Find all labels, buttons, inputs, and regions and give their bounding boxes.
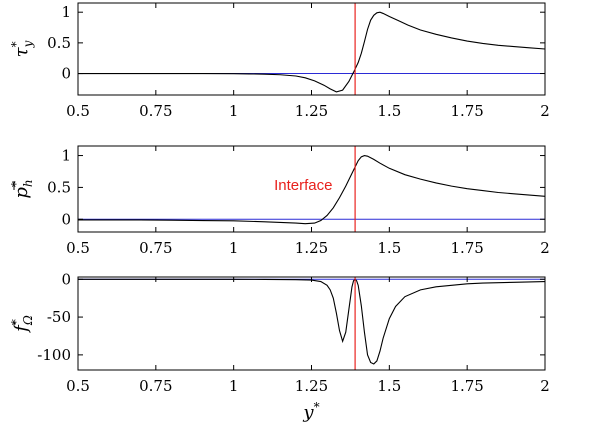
y-tick-label: -100 [37, 346, 71, 364]
interface-annotation: Interface [274, 177, 332, 194]
x-tick-label: 1.25 [295, 102, 328, 120]
y-tick-label: 0 [61, 210, 71, 228]
y-tick-label: 1 [61, 147, 71, 165]
y-tick-label: 0.5 [47, 34, 71, 52]
x-tick-label: 1.75 [450, 239, 483, 257]
x-tick-label: 1 [229, 102, 239, 120]
x-tick-label: 0.75 [139, 377, 172, 395]
panel-2: 0.5 0.75 1 1.25 1.5 1.75 2 0 0.5 1 p*h Interface [9, 145, 550, 257]
x-tick-label: 1.75 [450, 102, 483, 120]
x-tick-label: 0.75 [139, 239, 172, 257]
x-tick-label: 1.5 [377, 377, 401, 395]
axes-box [77, 2, 546, 96]
x-tick-label: 0.75 [139, 102, 172, 120]
x-tick-label: 2 [540, 377, 550, 395]
x-tick-label: 1.25 [295, 377, 328, 395]
y-tick-label: 0 [61, 270, 71, 288]
axes-box [77, 276, 546, 371]
series-line [78, 11, 546, 93]
y-tick-label: 0 [61, 65, 71, 83]
x-tick-label: 2 [540, 239, 550, 257]
y-axis-label: p*h [9, 179, 35, 198]
panel-1: 0.5 0.75 1 1.25 1.5 1.75 2 0 0.5 1 τ*y [9, 2, 550, 120]
x-tick-label: 1 [229, 377, 239, 395]
y-axis-label: f*Ω [9, 315, 35, 334]
x-tick-label: 2 [540, 102, 550, 120]
y-tick-label: 0.5 [47, 178, 71, 196]
y-axis-label: τ*y [9, 40, 35, 57]
x-tick-label: 0.5 [66, 377, 90, 395]
series-line [78, 278, 546, 365]
y-tick-label: 1 [61, 3, 71, 21]
x-tick-label: 0.5 [66, 239, 90, 257]
x-tick-label: 1.75 [450, 377, 483, 395]
x-tick-label: 1.25 [295, 239, 328, 257]
x-axis-label: y* [302, 400, 319, 423]
x-tick-label: 1.5 [377, 239, 401, 257]
x-tick-label: 1.5 [377, 102, 401, 120]
x-tick-label: 0.5 [66, 102, 90, 120]
x-tick-label: 1 [229, 239, 239, 257]
y-tick-label: -50 [47, 308, 71, 326]
